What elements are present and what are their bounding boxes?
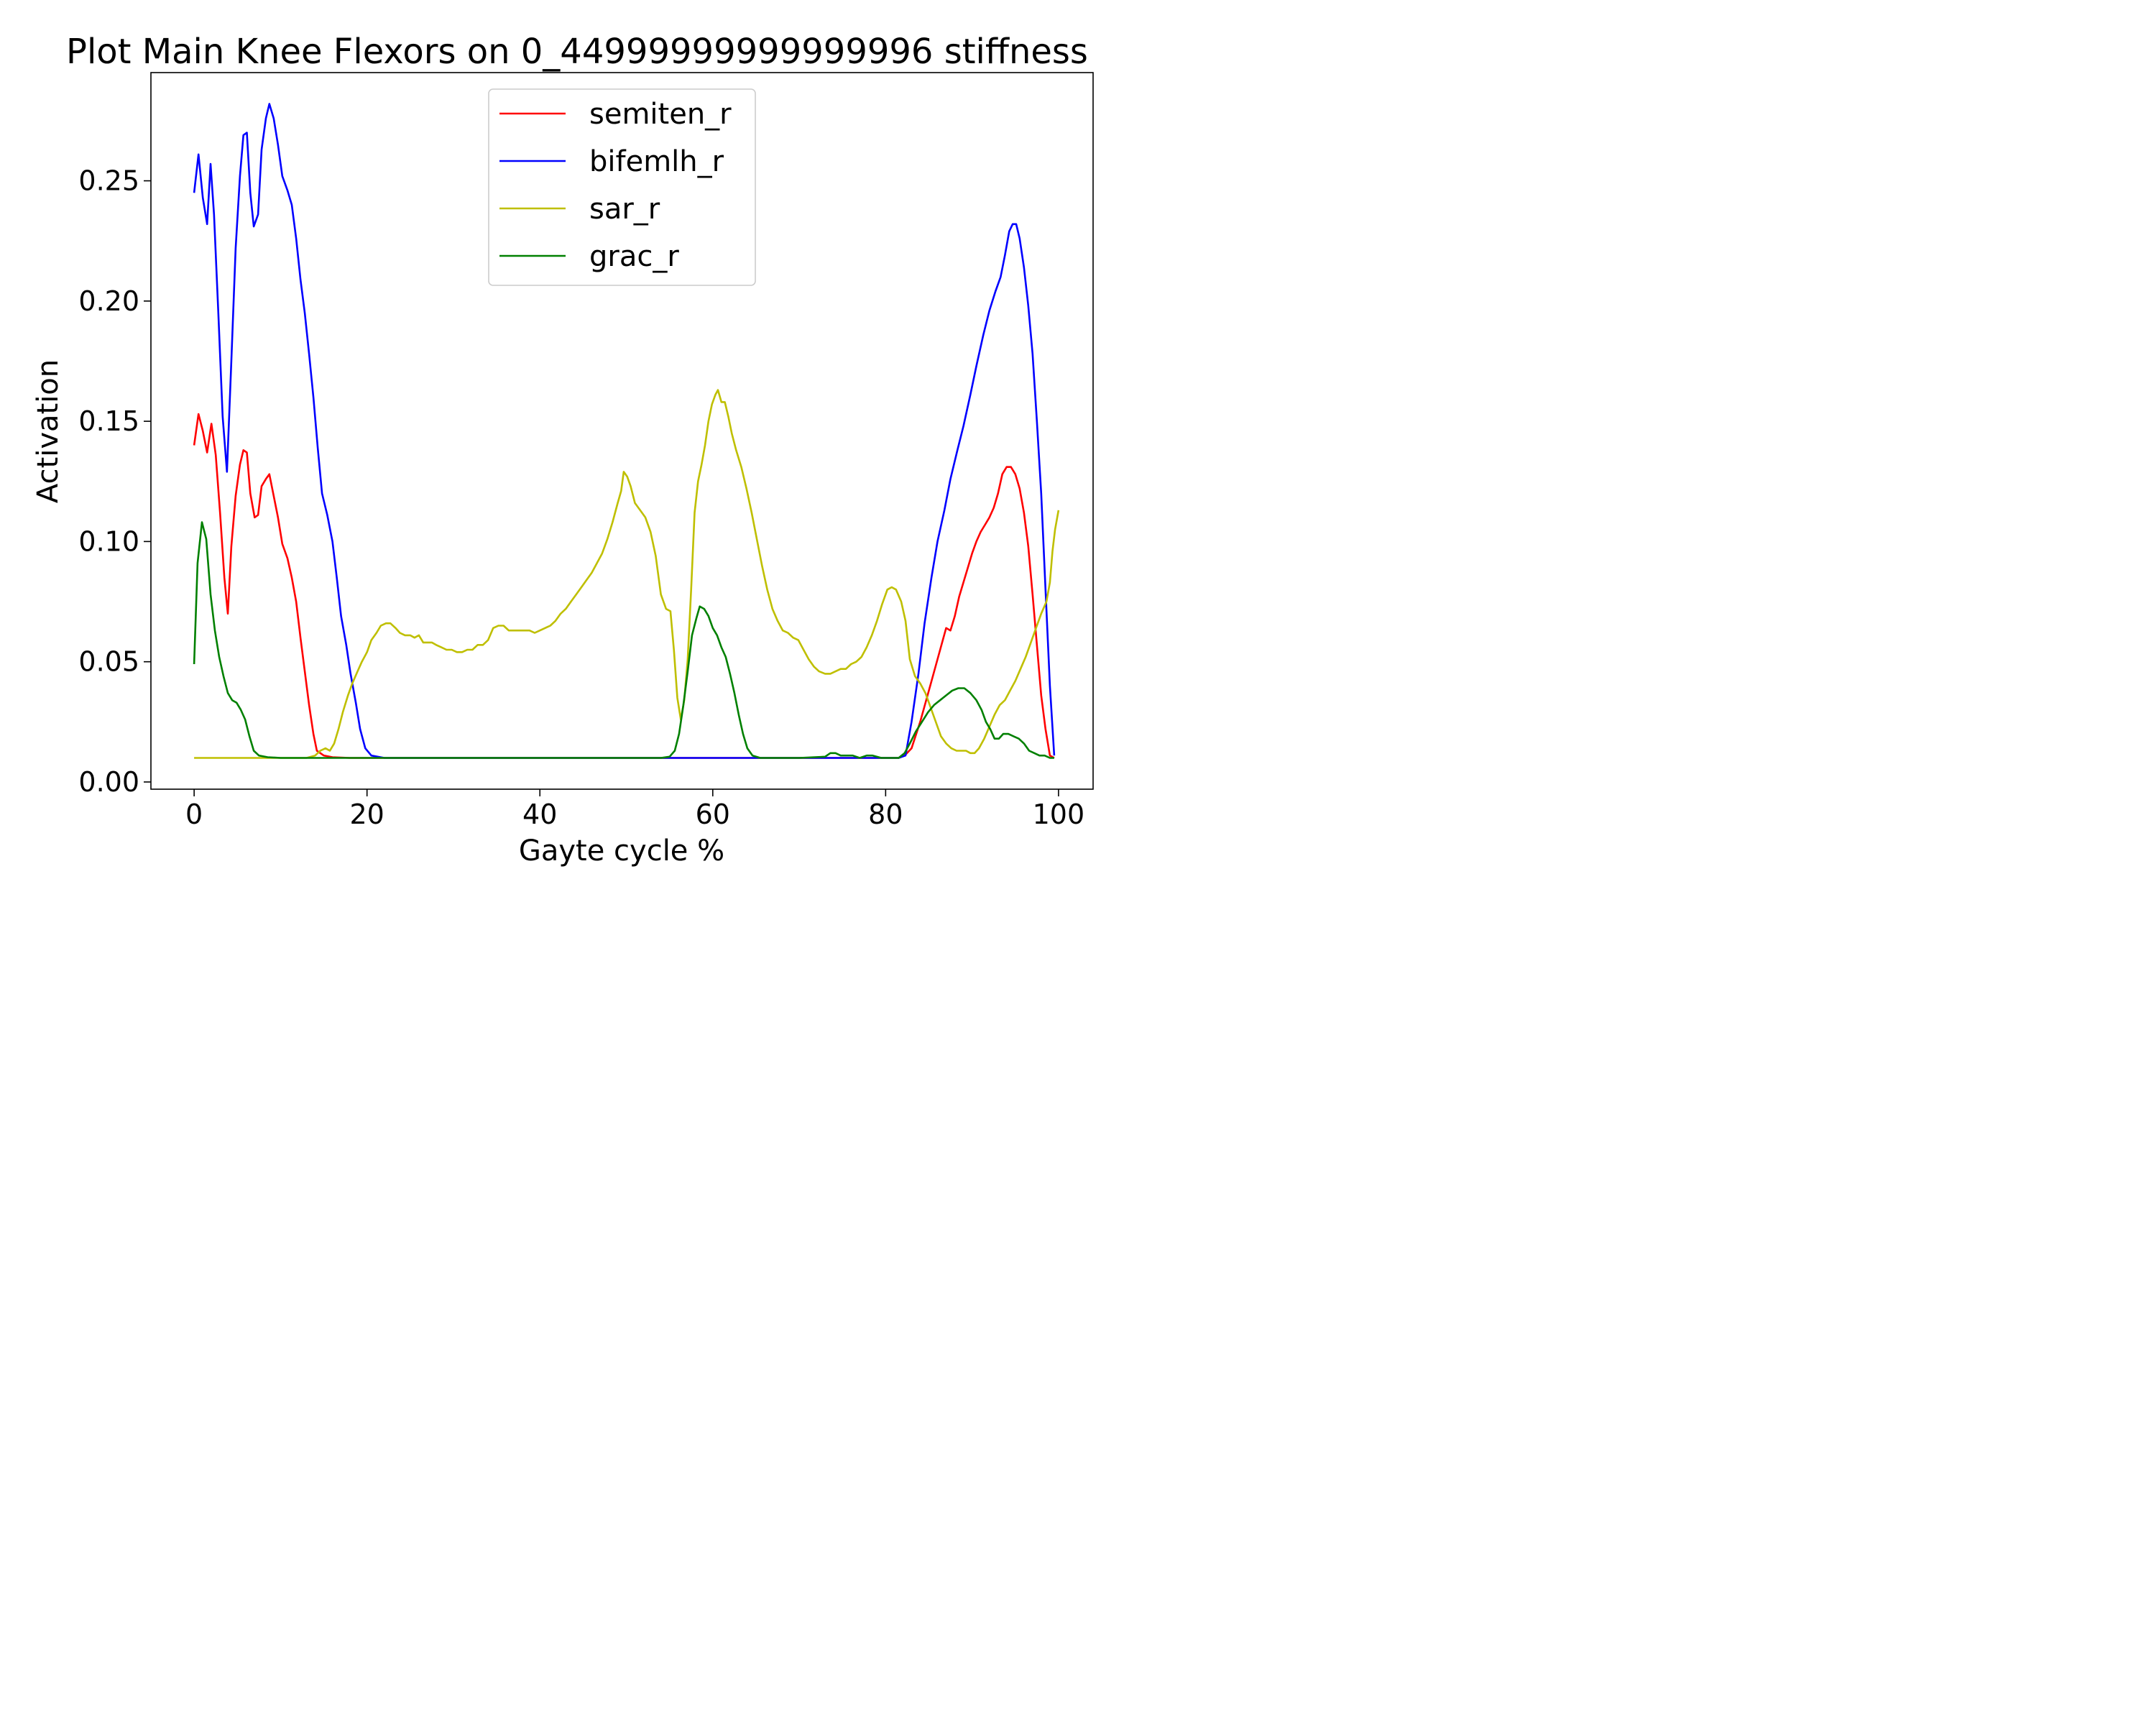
x-tick-label: 80 [868, 799, 903, 830]
x-tick-label: 40 [522, 799, 557, 830]
x-axis-title: Gayte cycle % [519, 834, 724, 868]
legend-label-semiten_r: semiten_r [589, 98, 732, 131]
x-tick-label: 100 [1033, 799, 1085, 830]
y-axis: 0.00 0.05 0.10 0.15 0.20 0.25 [78, 165, 151, 798]
y-tick-label: 0.00 [78, 766, 139, 798]
legend-label-bifemlh_r: bifemlh_r [589, 145, 724, 178]
series-line-semiten_r [194, 414, 1054, 758]
y-axis-title: Activation [32, 359, 65, 503]
series-line-grac_r [194, 523, 1054, 758]
y-tick-label: 0.15 [78, 405, 139, 437]
x-axis: 0 20 40 60 80 100 [185, 789, 1084, 830]
y-tick-label: 0.20 [78, 285, 139, 317]
legend-label-sar_r: sar_r [589, 193, 660, 226]
y-tick-label: 0.25 [78, 165, 139, 197]
chart-title: Plot Main Knee Flexors on 0_449999999999… [66, 32, 1088, 72]
y-tick-label: 0.10 [78, 525, 139, 557]
line-chart: Plot Main Knee Flexors on 0_449999999999… [0, 0, 1127, 901]
series-line-sar_r [194, 390, 1059, 758]
x-tick-label: 0 [185, 799, 203, 830]
x-tick-label: 20 [350, 799, 384, 830]
legend-label-grac_r: grac_r [589, 240, 679, 273]
legend: semiten_r bifemlh_r sar_r grac_r [489, 89, 755, 285]
x-tick-label: 60 [696, 799, 730, 830]
y-tick-label: 0.05 [78, 646, 139, 678]
